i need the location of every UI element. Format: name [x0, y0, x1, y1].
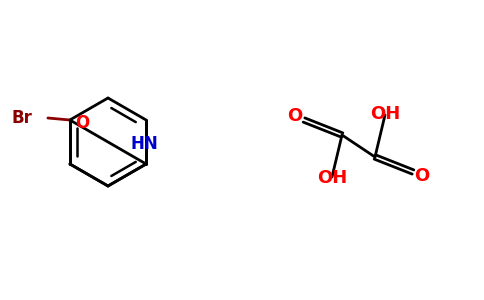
Text: HN: HN	[130, 135, 158, 153]
Text: O: O	[75, 114, 89, 132]
Text: Br: Br	[11, 109, 32, 127]
Text: OH: OH	[317, 169, 347, 187]
Text: O: O	[414, 167, 430, 185]
Text: O: O	[287, 107, 302, 125]
Text: OH: OH	[370, 105, 400, 123]
